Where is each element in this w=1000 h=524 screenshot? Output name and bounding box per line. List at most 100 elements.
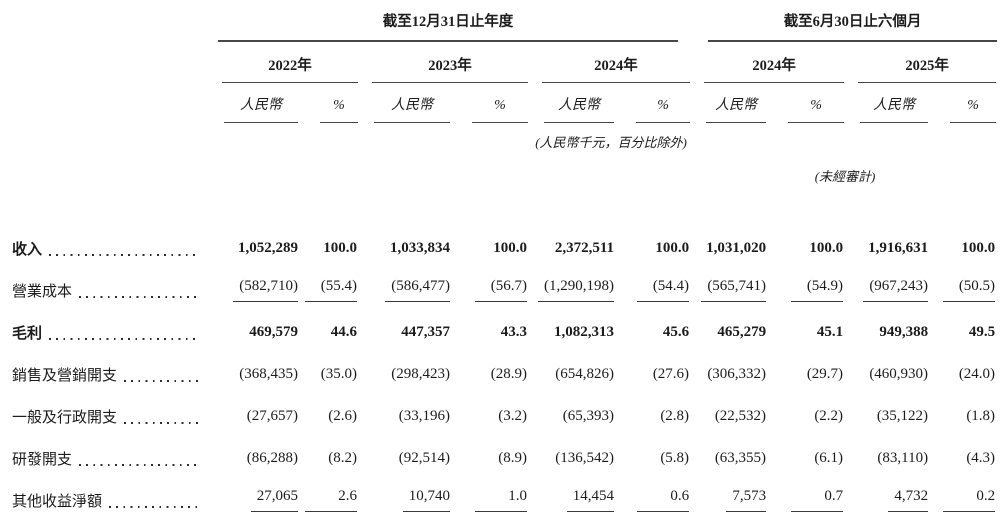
row-other-net-income: 其他收益淨額 27,065 2.6 10,740 1.0 14,454 0.6 … (4, 479, 998, 521)
value-cell: (8.9) (498, 449, 527, 466)
value-cell: 2.6 (302, 479, 360, 521)
value-cell: (22,532) (714, 407, 767, 424)
row-general-admin-expenses: 一般及行政開支 (27,657) (2.6) (33,196) (3.2) (6… (4, 395, 998, 437)
value-cell: (65,393) (562, 407, 614, 424)
dot-leader (124, 421, 200, 424)
value-cell: (54.9) (770, 269, 846, 311)
row-label: 毛利 (4, 311, 210, 353)
unit-row: 人民幣 % 人民幣 % 人民幣 % 人民幣 % 人民幣 % (4, 83, 998, 123)
financial-statement-page: 截至12月31日止年度 截至6月30日止六個月 2022年 2023年 2024… (0, 5, 1000, 524)
row-label: 研發開支 (4, 437, 210, 479)
value-cell: (306,332) (707, 365, 767, 382)
year-2024-interim: 2024年 (692, 42, 846, 83)
value-cell: (460,930) (869, 365, 929, 382)
unaudited-note-row: (未經審計) (4, 151, 998, 185)
value-cell: (6.1) (814, 449, 844, 466)
value-cell: (5.8) (660, 449, 690, 466)
currency-header: 人民幣 (360, 83, 454, 123)
currency-header: 人民幣 (692, 83, 770, 123)
year-2025-interim: 2025年 (846, 42, 998, 83)
value-cell: (27,657) (246, 407, 298, 424)
value-cell: (35,122) (876, 407, 929, 424)
period-group-annual: 截至12月31日止年度 (210, 5, 692, 42)
value-cell: (967,243) (846, 269, 932, 311)
dot-leader (109, 505, 200, 508)
value-cell: 1,031,020 (706, 239, 767, 256)
value-cell: (55.4) (302, 269, 360, 311)
value-cell: (54.4) (618, 269, 692, 311)
row-cost-of-sales: 營業成本 (582,710) (55.4) (586,477) (56.7) (… (4, 269, 998, 311)
percent-header: % (770, 83, 846, 123)
value-cell: 0.6 (618, 479, 692, 521)
dot-leader (49, 253, 200, 256)
value-cell: (28.9) (490, 365, 527, 382)
value-cell: 45.6 (662, 323, 690, 340)
value-cell: (35.0) (320, 365, 357, 382)
row-label: 其他收益淨額 (4, 479, 210, 521)
value-cell: (27.6) (652, 365, 690, 382)
value-cell: (3.2) (498, 407, 527, 424)
value-cell: 469,579 (249, 323, 298, 340)
value-cell: (586,477) (360, 269, 454, 311)
dot-leader (79, 295, 200, 298)
value-cell: 45.1 (816, 323, 844, 340)
unaudited-note: (未經審計) (814, 169, 876, 184)
value-cell: (136,542) (555, 449, 614, 466)
value-cell: (565,741) (692, 269, 770, 311)
value-cell: 0.7 (770, 479, 846, 521)
dot-leader (79, 463, 200, 466)
value-cell: 27,065 (210, 479, 302, 521)
dot-leader (124, 379, 200, 382)
value-cell: 43.3 (500, 323, 527, 340)
value-cell: (92,514) (398, 449, 450, 466)
table-body: 收入 1,052,289 100.0 1,033,834 100.0 2,372… (4, 185, 998, 521)
value-cell: (298,423) (391, 365, 450, 382)
value-cell: 10,740 (360, 479, 454, 521)
value-cell: 100.0 (655, 239, 690, 256)
period-group-row: 截至12月31日止年度 截至6月30日止六個月 (4, 5, 998, 42)
value-cell: (654,826) (555, 365, 614, 382)
value-cell: 1,082,313 (554, 323, 614, 340)
row-selling-marketing-expenses: 銷售及營銷開支 (368,435) (35.0) (298,423) (28.9… (4, 353, 998, 395)
percent-header: % (454, 83, 530, 123)
currency-header: 人民幣 (530, 83, 618, 123)
table-header: 截至12月31日止年度 截至6月30日止六個月 2022年 2023年 2024… (4, 5, 998, 185)
row-label: 銷售及營銷開支 (4, 353, 210, 395)
year-row: 2022年 2023年 2024年 2024年 2025年 (4, 42, 998, 83)
value-cell: 7,573 (692, 479, 770, 521)
value-cell: 100.0 (961, 239, 996, 256)
currency-header: 人民幣 (846, 83, 932, 123)
value-cell: (33,196) (398, 407, 450, 424)
row-label: 一般及行政開支 (4, 395, 210, 437)
value-cell: 949,388 (879, 323, 929, 340)
percent-header: % (932, 83, 998, 123)
value-cell: 100.0 (493, 239, 527, 256)
dot-leader (49, 337, 200, 340)
currency-header: 人民幣 (210, 83, 302, 123)
value-cell: 100.0 (323, 239, 357, 256)
value-cell: (29.7) (806, 365, 844, 382)
value-cell: (1.8) (966, 407, 996, 424)
year-2023: 2023年 (360, 42, 530, 83)
income-statement-table: 截至12月31日止年度 截至6月30日止六個月 2022年 2023年 2024… (4, 5, 998, 521)
row-label: 收入 (4, 227, 210, 269)
value-cell: 447,357 (401, 323, 450, 340)
value-cell: (63,355) (714, 449, 767, 466)
value-cell: 465,279 (717, 323, 767, 340)
value-cell: 44.6 (330, 323, 357, 340)
value-cell: 1,916,631 (868, 239, 929, 256)
value-cell: (2.6) (328, 407, 357, 424)
value-cell: (56.7) (454, 269, 530, 311)
header-spacer (4, 42, 210, 83)
value-cell: (2.2) (814, 407, 844, 424)
value-cell: (582,710) (210, 269, 302, 311)
value-cell: (368,435) (239, 365, 298, 382)
period-group-label: 截至12月31日止年度 (218, 5, 679, 42)
year-2022: 2022年 (210, 42, 360, 83)
period-group-interim: 截至6月30日止六個月 (692, 5, 998, 42)
value-cell: 4,732 (846, 479, 932, 521)
percent-header: % (618, 83, 692, 123)
value-cell: 14,454 (530, 479, 618, 521)
value-cell: (50.5) (932, 269, 998, 311)
units-note: (人民幣千元，百分比除外) (535, 135, 687, 150)
